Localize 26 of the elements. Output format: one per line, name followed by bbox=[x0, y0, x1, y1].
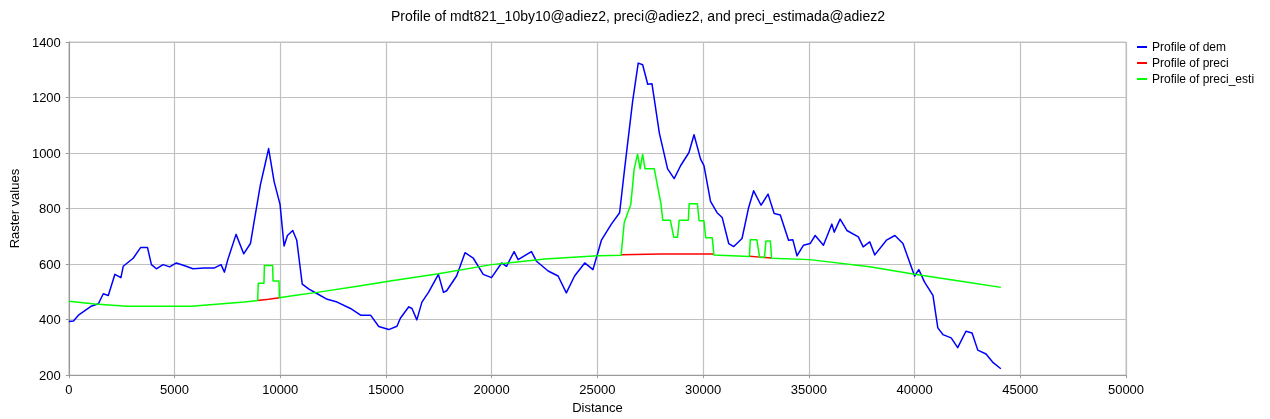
x-tick-label: 15000 bbox=[367, 382, 405, 398]
chart-title: Profile of mdt821_10by10@adiez2, preci@adiez2, and preci_estimada@adiez2 bbox=[390, 8, 886, 24]
legend-label: Profile of preci_esti bbox=[1152, 72, 1255, 86]
x-tick-label: 45000 bbox=[1002, 382, 1039, 398]
y-axis-title: Raster values bbox=[7, 168, 22, 249]
legend-label: Profile of dem bbox=[1152, 40, 1227, 54]
legend-label: Profile of preci bbox=[1152, 56, 1229, 70]
y-tick-label: 200 bbox=[39, 367, 61, 383]
x-tick-label: 35000 bbox=[790, 382, 827, 398]
y-tick-label: 600 bbox=[39, 256, 61, 272]
x-tick-label: 10000 bbox=[262, 382, 299, 398]
x-tick-label: 50000 bbox=[1107, 382, 1145, 398]
y-tick-label: 800 bbox=[39, 201, 61, 217]
y-tick-label: 1400 bbox=[31, 34, 61, 50]
line-series bbox=[68, 62, 1002, 370]
x-tick-label: 30000 bbox=[685, 382, 722, 398]
x-tick-label: 20000 bbox=[473, 382, 510, 398]
x-tick-label: 25000 bbox=[579, 382, 616, 398]
y-tick-label: 1000 bbox=[31, 145, 61, 161]
line-series bbox=[68, 153, 1002, 308]
x-axis-title: Distance bbox=[572, 400, 623, 415]
y-tick-label: 400 bbox=[39, 312, 61, 328]
x-tick-label: 0 bbox=[65, 382, 73, 398]
x-tick-label: 40000 bbox=[896, 382, 933, 398]
x-tick-label: 5000 bbox=[160, 382, 189, 398]
y-tick-label: 1200 bbox=[31, 90, 61, 106]
